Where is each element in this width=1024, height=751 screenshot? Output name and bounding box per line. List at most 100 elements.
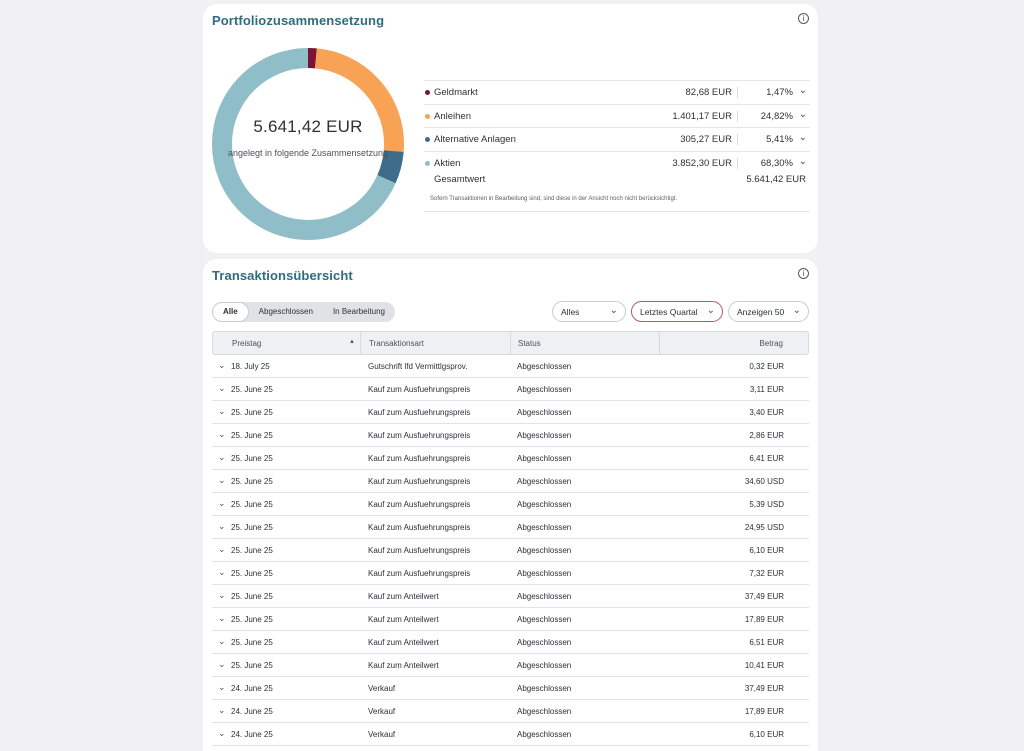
table-row[interactable]: ⌄ 25. June 25 Kauf zum Ausfuehrungspreis Ab… [212, 516, 809, 539]
cell-type: Kauf zum Ausfuehrungspreis [368, 500, 471, 509]
legend-row-anleihen[interactable]: Anleihen 1.401,17 EUR 24,82% ⌄ [424, 103, 810, 128]
tab-in-bearbeitung[interactable]: In Bearbeitung [332, 307, 385, 316]
processing-note: Sofern Transaktionen in Bearbeitung sind… [424, 196, 810, 212]
tab-abgeschlossen[interactable]: Abgeschlossen [258, 307, 313, 316]
cell-type: Kauf zum Anteilwert [368, 661, 439, 670]
donut-segment-anleihen [212, 48, 404, 240]
cell-type: Kauf zum Ausfuehrungspreis [368, 408, 471, 417]
cell-type: Gutschrift lfd Vermittlgsprov. [368, 362, 468, 371]
table-row[interactable]: ⌄ 25. June 25 Kauf zum Ausfuehrungspreis Ab… [212, 378, 809, 401]
period-filter-dropdown[interactable]: Letztes Quartal ⌄ [631, 301, 723, 322]
cell-type: Kauf zum Ausfuehrungspreis [368, 477, 471, 486]
chevron-down-icon[interactable]: ⌄ [798, 155, 807, 167]
legend-value: 3.852,30 EUR [672, 157, 732, 169]
cell-status: Abgeschlossen [517, 546, 572, 555]
cell-status: Abgeschlossen [517, 661, 572, 670]
table-row[interactable]: ⌄ 24. June 25 Verkauf Abgeschlossen 37,49 EU… [212, 677, 809, 700]
column-divider [510, 332, 511, 354]
type-filter-dropdown[interactable]: Alles ⌄ [552, 301, 626, 322]
chevron-down-icon[interactable]: ⌄ [218, 659, 226, 669]
legend-percent: 5,41% [766, 134, 793, 145]
legend-name: Anleihen [434, 110, 471, 122]
table-row[interactable]: ⌄ 25. June 25 Kauf zum Anteilwert Abgeschlo… [212, 631, 809, 654]
column-header-transaktionsart[interactable]: Transaktionsart [369, 339, 424, 348]
table-row[interactable]: ⌄ 25. June 25 Kauf zum Anteilwert Abgeschlo… [212, 654, 809, 677]
chevron-down-icon[interactable]: ⌄ [218, 360, 226, 370]
table-row[interactable]: ⌄ 25. June 25 Kauf zum Ausfuehrungspreis Ab… [212, 401, 809, 424]
cell-date: 24. June 25 [231, 707, 273, 716]
chevron-down-icon[interactable]: ⌄ [218, 590, 226, 600]
table-row[interactable]: ⌄ 25. June 25 Kauf zum Ausfuehrungspreis Ab… [212, 493, 809, 516]
table-row[interactable]: ⌄ 25. June 25 Kauf zum Ausfuehrungspreis Ab… [212, 539, 809, 562]
cell-amount: 3,11 EUR [749, 385, 784, 394]
status-segmented-control: Alle Abgeschlossen In Bearbeitung [212, 302, 395, 322]
chevron-down-icon[interactable]: ⌄ [218, 567, 226, 577]
chevron-down-icon[interactable]: ⌄ [218, 475, 226, 485]
chevron-down-icon[interactable]: ⌄ [218, 705, 226, 715]
legend-dot [425, 90, 430, 95]
chevron-down-icon[interactable]: ⌄ [798, 132, 807, 143]
cell-amount: 37,49 EUR [744, 592, 784, 601]
chevron-down-icon[interactable]: ⌄ [798, 108, 807, 120]
table-row[interactable]: ⌄ 24. June 25 Verkauf Abgeschlossen 6,10 EUR [212, 723, 809, 746]
column-header-preistag[interactable]: Preistag [232, 339, 262, 348]
chevron-down-icon[interactable]: ⌄ [218, 383, 226, 393]
cell-amount: 6,41 EUR [749, 454, 784, 463]
info-icon[interactable]: i [798, 13, 809, 24]
transactions-title: Transaktionsübersicht [212, 268, 353, 283]
portfolio-total: 5.641,42 EUR [253, 117, 363, 136]
table-body: ⌄ 18. July 25 Gutschrift lfd Vermittlgspro… [212, 355, 809, 746]
table-row[interactable]: ⌄ 25. June 25 Kauf zum Anteilwert Abgeschlo… [212, 608, 809, 631]
cell-date: 25. June 25 [231, 592, 273, 601]
info-icon[interactable]: i [798, 268, 809, 279]
legend-row-alternative-anlagen[interactable]: Alternative Anlagen 305,27 EUR 5,41% ⌄ [424, 127, 810, 151]
chevron-down-icon[interactable]: ⌄ [798, 85, 807, 96]
chevron-down-icon[interactable]: ⌄ [218, 613, 226, 623]
cell-date: 25. June 25 [231, 477, 273, 486]
chevron-down-icon[interactable]: ⌄ [218, 728, 226, 738]
cell-type: Kauf zum Ausfuehrungspreis [368, 546, 471, 555]
chevron-down-icon[interactable]: ⌄ [218, 429, 226, 439]
table-row[interactable]: ⌄ 25. June 25 Kauf zum Ausfuehrungspreis Ab… [212, 447, 809, 470]
legend-separator [737, 134, 738, 145]
cell-amount: 5,39 USD [749, 500, 784, 509]
sort-asc-icon[interactable]: ▲ [349, 339, 355, 345]
cell-status: Abgeschlossen [517, 500, 572, 509]
column-header-status[interactable]: Status [518, 339, 541, 348]
cell-status: Abgeschlossen [517, 615, 572, 624]
cell-amount: 17,89 EUR [744, 707, 784, 716]
page-size-dropdown[interactable]: Anzeigen 50 ⌄ [728, 301, 809, 322]
table-row[interactable]: ⌄ 25. June 25 Kauf zum Ausfuehrungspreis Ab… [212, 424, 809, 447]
legend-value: 82,68 EUR [685, 87, 732, 98]
legend-row-aktien[interactable]: Aktien 3.852,30 EUR 68,30% ⌄ [424, 150, 810, 175]
table-row[interactable]: ⌄ 18. July 25 Gutschrift lfd Vermittlgspro… [212, 355, 809, 378]
chevron-down-icon[interactable]: ⌄ [218, 406, 226, 416]
legend-total-row: Gesamtwert 5.641,42 EUR [424, 174, 810, 196]
cell-status: Abgeschlossen [517, 569, 572, 578]
legend-separator [737, 110, 738, 122]
cell-date: 25. June 25 [231, 638, 273, 647]
cell-date: 25. June 25 [231, 546, 273, 555]
legend-separator [737, 87, 738, 98]
table-row[interactable]: ⌄ 25. June 25 Kauf zum Ausfuehrungspreis Ab… [212, 470, 809, 493]
cell-amount: 3,40 EUR [749, 408, 784, 417]
legend-row-geldmarkt[interactable]: Geldmarkt 82,68 EUR 1,47% ⌄ [424, 80, 810, 104]
legend-name: Alternative Anlagen [434, 134, 516, 145]
chevron-down-icon[interactable]: ⌄ [218, 498, 226, 508]
table-row[interactable]: ⌄ 25. June 25 Kauf zum Ausfuehrungspreis Ab… [212, 562, 809, 585]
cell-status: Abgeschlossen [517, 385, 572, 394]
cell-amount: 6,10 EUR [749, 546, 784, 555]
chevron-down-icon[interactable]: ⌄ [218, 521, 226, 531]
chevron-down-icon[interactable]: ⌄ [218, 544, 226, 554]
column-header-betrag[interactable]: Betrag [759, 339, 783, 348]
transactions-card: Transaktionsübersicht i Alle Abgeschloss… [203, 259, 818, 751]
type-filter-value: Alles [561, 307, 580, 317]
chevron-down-icon[interactable]: ⌄ [218, 636, 226, 646]
table-row[interactable]: ⌄ 24. June 25 Verkauf Abgeschlossen 17,89 EU… [212, 700, 809, 723]
tab-alle[interactable]: Alle [212, 302, 249, 322]
donut-center: 5.641,42 EUR angelegt in folgende Zusamm… [211, 47, 405, 241]
chevron-down-icon[interactable]: ⌄ [218, 452, 226, 462]
cell-type: Kauf zum Ausfuehrungspreis [368, 431, 471, 440]
table-row[interactable]: ⌄ 25. June 25 Kauf zum Anteilwert Abgeschlo… [212, 585, 809, 608]
chevron-down-icon[interactable]: ⌄ [218, 682, 226, 692]
